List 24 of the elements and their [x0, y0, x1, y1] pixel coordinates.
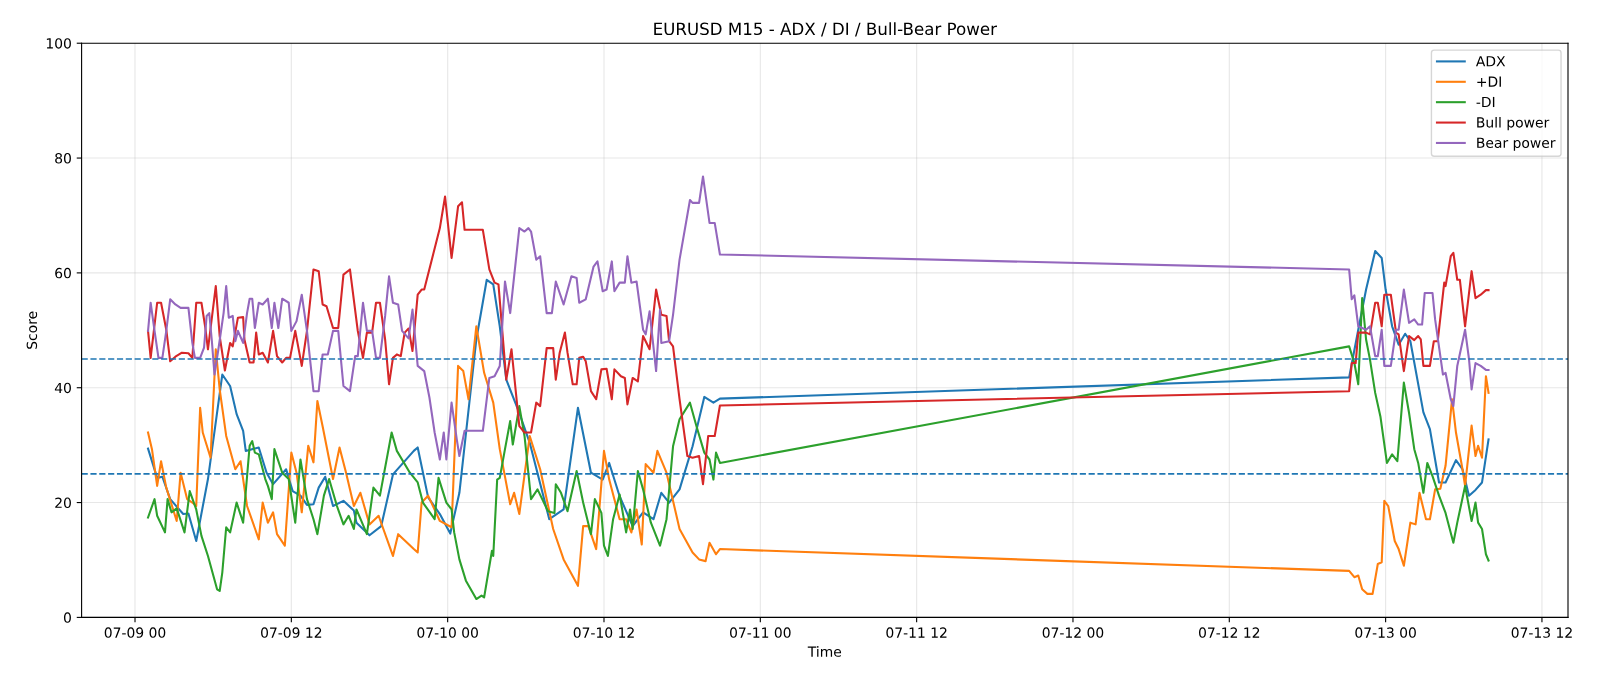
y-tick-label: 60 [55, 267, 71, 279]
x-tick-label: 07-11 12 [886, 627, 947, 638]
x-tick-label: 07-09 00 [104, 627, 166, 638]
chart-title: EURUSD M15 - ADX / DI / Bull-Bear Power [654, 22, 997, 37]
y-tick-label: 0 [63, 612, 71, 623]
y-tick-label: 80 [55, 153, 71, 164]
legend-label: ADX [1475, 56, 1506, 67]
legend-label: Bull power [1477, 116, 1550, 131]
x-tick-label: 07-09 12 [261, 627, 322, 638]
y-axis-title: Score [26, 311, 38, 349]
x-tick-label: 07-11 00 [730, 627, 791, 638]
x-axis-title: Time [807, 646, 842, 657]
y-tick-label: 20 [55, 497, 71, 509]
legend-label: -DI [1476, 96, 1495, 108]
y-tick-label: 40 [54, 382, 71, 394]
legend-label: Bear power [1477, 137, 1556, 151]
legend-label: +DI [1477, 76, 1501, 87]
x-tick-label: 07-10 00 [417, 627, 478, 638]
x-tick-label: 07-13 00 [1355, 627, 1416, 638]
x-tick-label: 07-10 12 [573, 627, 634, 638]
x-tick-label: 07-13 12 [1511, 627, 1572, 638]
y-tick-label: 100 [46, 38, 71, 49]
x-tick-label: 07-12 00 [1042, 627, 1104, 638]
x-tick-label: 07-12 12 [1198, 627, 1260, 638]
